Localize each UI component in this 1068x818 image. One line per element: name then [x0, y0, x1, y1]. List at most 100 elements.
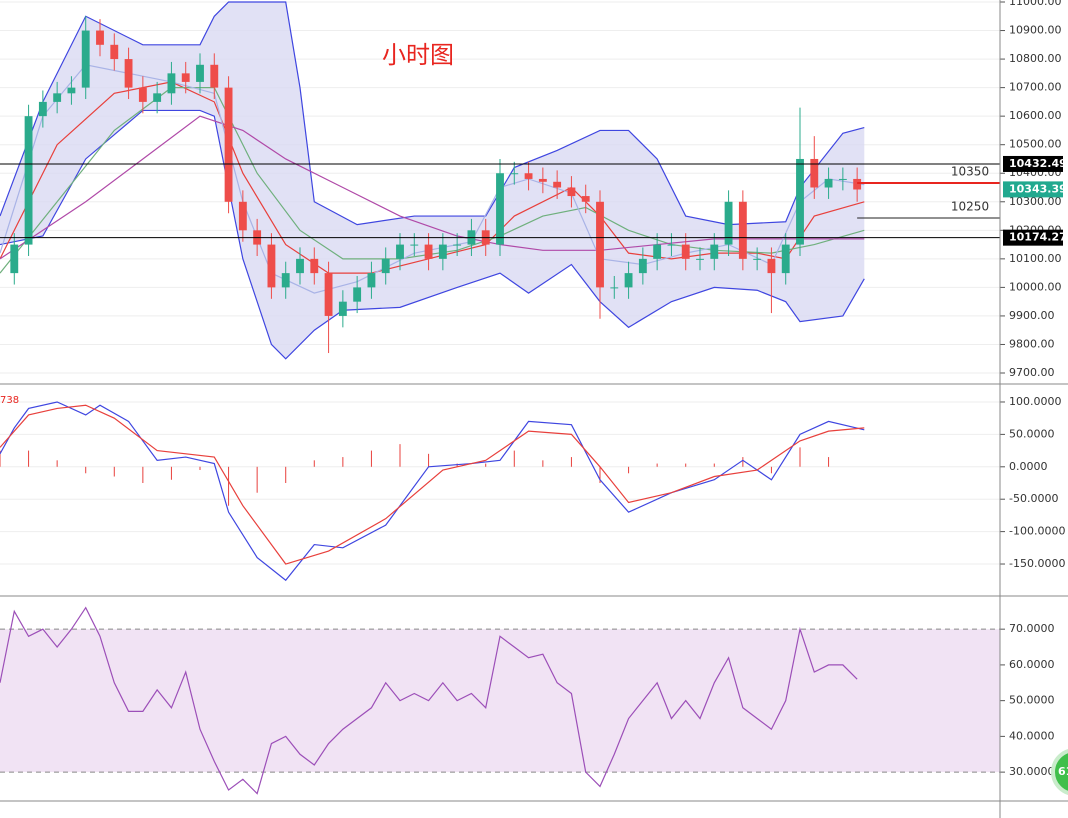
y-tick-label: 100.0000 — [1009, 395, 1062, 408]
candle-body — [581, 196, 590, 202]
price-label: 10343.39 — [1009, 182, 1067, 195]
candle-body — [681, 244, 690, 259]
candle-body — [310, 258, 319, 274]
rsi-band — [0, 629, 1000, 773]
candle-body — [667, 244, 676, 246]
rsi-line — [0, 606, 858, 795]
candle-body — [767, 258, 776, 274]
candle-body — [367, 273, 376, 288]
candle-body — [238, 201, 247, 231]
y-tick-label: 10700.00 — [1009, 81, 1062, 94]
y-tick-label: 9700.00 — [1009, 366, 1055, 379]
candle-body — [510, 173, 519, 175]
candle-body — [796, 158, 804, 245]
y-tick-label: 0.0000 — [1009, 460, 1048, 473]
candle-body — [838, 178, 847, 180]
candle-body — [53, 93, 62, 102]
y-tick-label: 50.0000 — [1009, 427, 1055, 440]
chart-title: 小时图 — [382, 41, 454, 69]
candle-body — [324, 273, 333, 316]
candle-body — [96, 30, 104, 45]
candle-body — [496, 173, 504, 245]
candle-body — [438, 244, 447, 259]
y-tick-label: 30.0000 — [1009, 765, 1055, 778]
y-tick-label: 10000.00 — [1009, 280, 1062, 293]
candle-body — [381, 258, 390, 274]
candle-body — [610, 287, 619, 289]
macd-line — [0, 404, 865, 565]
y-tick-label: 50.0000 — [1009, 694, 1055, 707]
candle-body — [738, 201, 747, 259]
candle-body — [181, 73, 190, 82]
y-tick-label: 9900.00 — [1009, 309, 1055, 322]
candle-body — [424, 244, 433, 259]
candle-body — [453, 244, 462, 246]
candle-body — [138, 87, 147, 102]
y-tick-label: 40.0000 — [1009, 729, 1055, 742]
candle-body — [781, 244, 790, 274]
candle-body — [196, 64, 204, 82]
y-tick-label: 10900.00 — [1009, 24, 1062, 37]
candle-body — [724, 201, 733, 245]
y-tick-label: 10100.00 — [1009, 252, 1062, 265]
candle-body — [553, 181, 562, 188]
candle-body — [153, 93, 162, 102]
y-tick-label: -150.0000 — [1009, 557, 1065, 570]
candle-body — [338, 301, 347, 316]
candle-body — [38, 101, 47, 117]
candle-body — [353, 287, 362, 302]
candle-body — [696, 258, 704, 260]
candle-body — [281, 273, 290, 288]
candle-body — [653, 244, 662, 259]
candle-body — [538, 178, 547, 182]
annotation-label: 10350 — [951, 164, 989, 178]
candle-body — [824, 178, 833, 188]
y-tick-label: 10800.00 — [1009, 52, 1062, 65]
candle-body — [296, 258, 304, 274]
y-tick-label: 9800.00 — [1009, 337, 1055, 350]
candle-body — [124, 59, 133, 88]
candle-body — [710, 244, 719, 259]
candle-body — [110, 44, 119, 60]
candle-body — [410, 244, 419, 246]
candle-body — [638, 258, 647, 274]
y-tick-label: -50.0000 — [1009, 492, 1058, 505]
price-label-box — [1003, 229, 1063, 246]
y-tick-label: 60.0000 — [1009, 658, 1055, 671]
candle-body — [24, 116, 33, 245]
candle-body — [853, 178, 862, 190]
indicator-line — [0, 1, 865, 226]
indicator-line — [0, 109, 865, 360]
candle-body — [224, 87, 233, 202]
candle-body — [81, 30, 90, 88]
candle-body — [167, 73, 176, 94]
y-tick-label: -100.0000 — [1009, 525, 1065, 538]
badge — [1051, 749, 1068, 795]
candle-body — [396, 244, 404, 259]
badge-label: 61 — [1058, 765, 1068, 778]
y-tick-label: 10500.00 — [1009, 138, 1062, 151]
price-label-box — [1003, 181, 1063, 198]
y-tick-label: 10300.00 — [1009, 195, 1062, 208]
candle-body — [624, 273, 633, 288]
indicator-label: 738 — [0, 395, 19, 406]
y-tick-label: 10600.00 — [1009, 109, 1062, 122]
candle-body — [753, 258, 762, 260]
candle-body — [267, 244, 276, 288]
candle-body — [810, 158, 819, 188]
price-label-box — [1003, 155, 1063, 172]
annotation-label: 10250 — [951, 200, 989, 214]
candle-body — [567, 187, 576, 197]
y-tick-label: 70.0000 — [1009, 622, 1055, 635]
candle-body — [596, 201, 604, 288]
price-label: 10432.49 — [1009, 157, 1067, 170]
price-label: 10174.27 — [1009, 231, 1067, 244]
candle-body — [524, 173, 533, 179]
macd-line — [0, 401, 865, 582]
candle-body — [67, 87, 76, 94]
candle-body — [10, 244, 19, 274]
candle-body — [210, 64, 219, 88]
y-tick-label: 11000.00 — [1009, 0, 1062, 8]
